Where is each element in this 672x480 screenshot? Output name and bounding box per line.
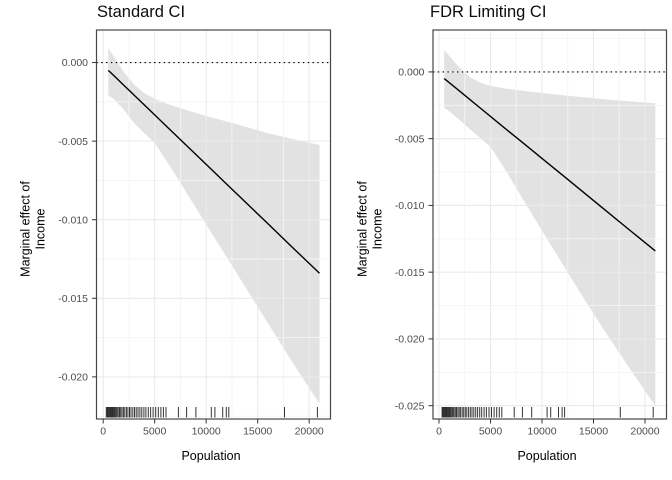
- x-tick-label: 10000: [192, 426, 221, 438]
- x-tick-label: 0: [436, 426, 442, 438]
- x-tick-label: 15000: [579, 426, 608, 438]
- x-axis-title-right: Population: [517, 449, 577, 463]
- plot-title-standard-ci: Standard CI: [97, 3, 186, 21]
- marginal-effect-line: [443, 78, 656, 252]
- panel-border: [432, 29, 668, 420]
- rug-marks: [441, 407, 654, 418]
- y-tick-label: -0.020: [58, 372, 88, 384]
- x-tick-label: 5000: [143, 426, 167, 438]
- panel-fdr-limiting-ci: 0 5000 10000 15000 20000 0.000 -0.005 -0.010 -0.…: [395, 29, 668, 438]
- y-tick-label: -0.025: [395, 400, 425, 412]
- x-tick-label: 10000: [527, 426, 556, 438]
- y-tick-label: -0.010: [395, 200, 425, 212]
- y-axis-title-left: Marginal effect of Income: [18, 181, 47, 277]
- y-tick-label: -0.005: [395, 133, 425, 145]
- y-tick-label: -0.020: [395, 334, 425, 346]
- panel-standard-ci: 0 5000 10000 15000 20000 0.000 -0.005 -0.010 -0.…: [58, 29, 332, 438]
- confidence-band: [108, 47, 320, 404]
- x-tick-label: 20000: [630, 426, 659, 438]
- rug-marks: [105, 407, 318, 418]
- y-tick-label: -0.005: [58, 136, 88, 148]
- panel-border: [95, 29, 332, 420]
- x-tick-label: 15000: [243, 426, 272, 438]
- marginal-effect-line: [107, 69, 320, 274]
- y-axis-title-right: Marginal effect of Income: [355, 181, 384, 277]
- y-tick-label: -0.015: [395, 267, 425, 279]
- x-tick-label: 5000: [479, 426, 503, 438]
- x-tick-label: 20000: [295, 426, 324, 438]
- y-tick-label: 0.000: [62, 57, 88, 69]
- x-axis-title-left: Population: [181, 449, 241, 463]
- y-tick-label: -0.015: [58, 293, 88, 305]
- plot-title-fdr-limiting-ci: FDR Limiting CI: [430, 3, 547, 21]
- x-tick-label: 0: [100, 426, 106, 438]
- y-tick-label: -0.010: [58, 214, 88, 226]
- y-tick-label: 0.000: [398, 67, 424, 79]
